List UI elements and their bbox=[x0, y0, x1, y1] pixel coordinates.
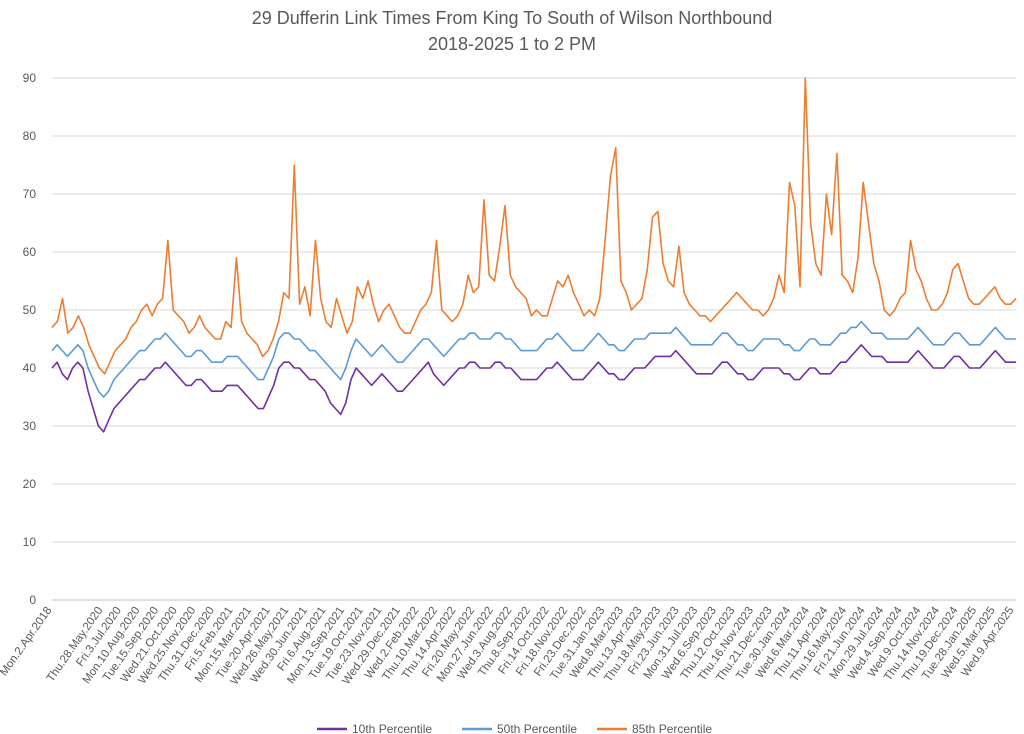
x-axis-ticks: Mon.2.Apr.2018Thu.28.May.2020Fri.3.Jul.2… bbox=[0, 604, 1016, 687]
y-tick-label: 60 bbox=[23, 245, 37, 259]
chart-title: 29 Dufferin Link Times From King To Sout… bbox=[251, 8, 773, 28]
x-tick-label: Mon.2.Apr.2018 bbox=[0, 605, 54, 678]
series-line-10th-percentile bbox=[51, 343, 1016, 433]
y-tick-label: 80 bbox=[23, 129, 37, 143]
legend: 10th Percentile 50th Percentile 85th Perce… bbox=[317, 722, 712, 734]
y-tick-label: 50 bbox=[23, 303, 37, 317]
y-tick-label: 90 bbox=[23, 71, 37, 85]
legend-label: 50th Percentile bbox=[497, 722, 577, 734]
gridlines bbox=[52, 77, 1016, 601]
y-tick-label: 30 bbox=[23, 419, 37, 433]
legend-label: 85th Percentile bbox=[632, 722, 712, 734]
series-line-85th-percentile bbox=[51, 77, 1017, 375]
series-lines bbox=[51, 77, 1017, 433]
y-tick-label: 20 bbox=[23, 477, 37, 491]
y-tick-label: 10 bbox=[23, 535, 37, 549]
y-axis-ticks: 0 10 20 30 40 50 60 70 80 90 bbox=[23, 71, 37, 607]
chart-subtitle: 2018-2025 1 to 2 PM bbox=[427, 34, 597, 54]
y-tick-label: 0 bbox=[29, 593, 36, 607]
y-tick-label: 70 bbox=[23, 187, 37, 201]
legend-label: 10th Percentile bbox=[352, 722, 432, 734]
series-line-50th-percentile bbox=[51, 320, 1016, 398]
y-tick-label: 40 bbox=[23, 361, 37, 375]
